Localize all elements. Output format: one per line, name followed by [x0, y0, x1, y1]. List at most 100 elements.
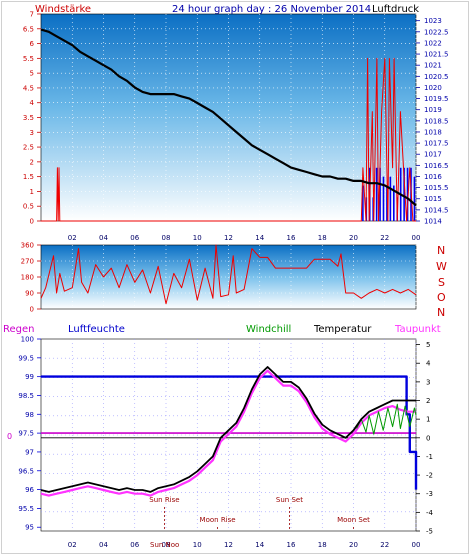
wind-speed-line	[41, 57, 416, 222]
temperature-axis-tick-label: -1	[426, 453, 433, 461]
temperature-axis-tick-label: 5	[426, 341, 430, 349]
compass-label-n-top: N	[437, 244, 445, 257]
wind-direction-axis: 360 270 180 90 0	[21, 242, 41, 314]
humidity-axis-tick-label: 95.5	[18, 505, 34, 513]
humidity-axis-tick-label: 95	[25, 524, 34, 532]
humidity-axis-tick-label: 100	[21, 336, 34, 344]
direction-axis-tick-label: 0	[30, 306, 34, 314]
wind-axis-title: Windstärke	[35, 4, 91, 15]
wind-axis-tick-label: 4.5	[23, 84, 34, 92]
windchill-line	[356, 403, 417, 435]
temperature-axis-tick-label: 3	[426, 378, 430, 386]
humidity-axis-tick-label: 96.5	[18, 467, 34, 475]
time-tick-label: 04	[99, 541, 108, 549]
time-tick-label: 22	[380, 234, 389, 242]
event-label: Moon Rise	[200, 516, 236, 524]
time-tick-label: 10	[193, 234, 202, 242]
wind-axis-tick-label: 3.5	[23, 114, 34, 122]
humidity-axis: 100 99.5 99 98.5 98 97.5 97 96.5 96 95.5 95	[18, 336, 41, 532]
pressure-axis-tick-label: 1018.5	[424, 117, 449, 125]
pressure-axis-tick-label: 1020	[424, 84, 442, 92]
pressure-axis-tick-label: 1023	[424, 17, 442, 25]
pressure-axis-tick-label: 1022.5	[424, 28, 449, 36]
direction-axis-tick-label: 270	[21, 258, 34, 266]
time-axis-top: 02 04 06 08 10 12 14 16 18 20 22 00	[68, 234, 421, 242]
compass-label-n-bottom: N	[437, 306, 445, 319]
pressure-axis: 1023 1022.5 1022 1021.5 1021 1020.5 1020 1019.5…	[416, 17, 449, 226]
legend-dewpoint: Taupunkt	[394, 324, 441, 335]
humidity-axis-tick-label: 98	[25, 411, 34, 419]
pressure-axis-tick-label: 1021	[424, 62, 442, 70]
wind-axis-tick-label: 5.5	[23, 55, 34, 63]
humidity-line	[41, 375, 418, 490]
time-tick-label: 04	[99, 234, 108, 242]
temperature-axis-tick-label: 0	[426, 434, 430, 442]
wind-axis-tick-label: 6.5	[23, 25, 34, 33]
legend-windchill: Windchill	[246, 324, 291, 335]
time-tick-label: 06	[130, 234, 139, 242]
wind-axis: 7 6.5 6 5.5 5 4.5 4 3.5 3 2.5 2 1.5 1 0.5 0	[23, 11, 41, 226]
time-tick-label: 22	[380, 541, 389, 549]
sun-noon-label: Sun Noo	[150, 541, 179, 549]
pressure-axis-tick-label: 1021.5	[424, 51, 449, 59]
graph-title: 24 hour graph day : 26 November 2014	[172, 4, 371, 15]
time-tick-label: 02	[68, 541, 77, 549]
pressure-axis-title: Luftdruck	[372, 4, 419, 15]
time-tick-label: 00	[412, 541, 421, 549]
humidity-axis-tick-label: 99	[25, 373, 34, 381]
wind-axis-tick-label: 7	[30, 11, 34, 19]
time-tick-label: 06	[130, 541, 139, 549]
wind-axis-tick-label: 2	[30, 158, 34, 166]
temperature-axis-tick-label: 4	[426, 360, 431, 368]
pressure-axis-tick-label: 1019.5	[424, 95, 449, 103]
time-tick-label: 08	[162, 541, 171, 549]
direction-axis-tick-label: 360	[21, 242, 34, 250]
compass-label-s: S	[438, 276, 445, 289]
time-tick-label: 12	[224, 541, 233, 549]
pressure-axis-tick-label: 1016.5	[424, 162, 449, 170]
sun-moon-events: Sun Rise Moon Rise Sun Set Moon Set	[149, 496, 370, 531]
pressure-axis-tick-label: 1014	[424, 218, 442, 226]
wind-axis-tick-label: 0.5	[23, 203, 34, 211]
temperature-line	[40, 366, 416, 493]
pressure-axis-tick-label: 1017	[424, 151, 442, 159]
pressure-axis-tick-label: 1018	[424, 128, 442, 136]
humidity-axis-tick-label: 98.5	[18, 392, 34, 400]
wind-direction-series	[40, 244, 417, 305]
time-tick-label: 16	[287, 541, 296, 549]
temperature-axis-tick-label: 2	[426, 397, 430, 405]
wind-axis-tick-label: 3	[30, 129, 34, 137]
time-tick-label: 02	[68, 234, 77, 242]
pressure-axis-tick-label: 1020.5	[424, 73, 449, 81]
event-label: Sun Rise	[149, 496, 179, 504]
pressure-axis-tick-label: 1014.5	[424, 206, 449, 214]
temperature-axis-tick-label: -2	[426, 472, 433, 480]
wind-pressure-grid	[41, 14, 417, 221]
dewpoint-line	[40, 369, 416, 497]
time-tick-label: 12	[224, 234, 233, 242]
compass-label-o: O	[437, 291, 446, 304]
time-tick-label: 14	[255, 541, 264, 549]
wind-pressure-series	[40, 28, 417, 222]
legend-rain: Regen	[3, 324, 35, 335]
humidity-axis-tick-label: 96	[25, 486, 34, 494]
pressure-axis-tick-label: 1022	[424, 39, 442, 47]
wind-direction-line	[40, 244, 417, 305]
pressure-axis-tick-label: 1017.5	[424, 140, 449, 148]
wind-axis-tick-label: 0	[30, 218, 34, 226]
time-axis-bottom: 02 04 06 08 10 12 14 16 18 20 22 00	[68, 541, 421, 549]
time-tick-label: 14	[255, 234, 264, 242]
humidity-axis-tick-label: 97.5	[18, 430, 34, 438]
pressure-axis-tick-label: 1015.5	[424, 184, 449, 192]
rain-zero-marker: 0	[7, 432, 12, 441]
pressure-axis-tick-label: 1019	[424, 106, 442, 114]
pressure-axis-tick-label: 1015	[424, 195, 442, 203]
direction-axis-tick-label: 90	[25, 290, 34, 298]
temperature-axis-tick-label: -3	[426, 490, 433, 498]
event-label: Moon Set	[337, 516, 370, 524]
wind-axis-tick-label: 5	[30, 70, 34, 78]
wind-axis-tick-label: 2.5	[23, 144, 34, 152]
time-tick-label: 18	[318, 234, 327, 242]
pressure-line	[40, 28, 417, 207]
